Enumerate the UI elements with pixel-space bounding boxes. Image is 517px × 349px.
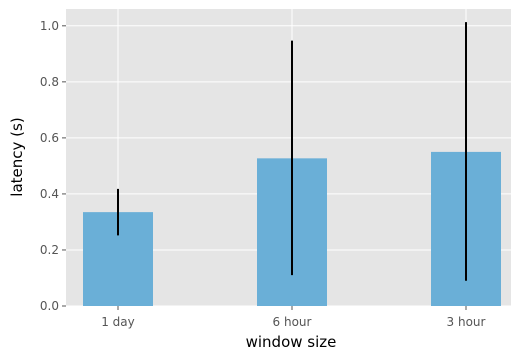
x-tick-label: 1 day [101,315,135,329]
y-tick-label: 0.6 [40,131,59,145]
y-tick-label: 0.4 [40,187,59,201]
y-tick-label: 0.0 [40,299,59,313]
y-axis-title: latency (s) [8,117,26,196]
y-tick-label: 0.8 [40,75,59,89]
error-bars [117,22,467,281]
x-axis-title: window size [246,333,337,349]
y-tick-label: 1.0 [40,19,59,33]
x-tick-labels: 1 day 6 hour 3 hour [101,306,486,329]
y-tick-labels: 0.0 0.2 0.4 0.6 0.8 1.0 [40,19,66,313]
x-tick-label: 3 hour [447,315,486,329]
y-tick-label: 0.2 [40,243,59,257]
x-tick-label: 6 hour [273,315,312,329]
